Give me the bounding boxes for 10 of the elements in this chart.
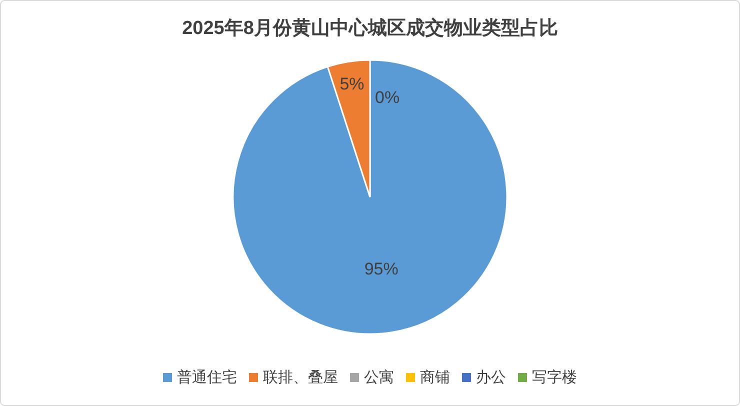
- legend-label: 公寓: [364, 369, 394, 386]
- chart-title: 2025年8月份黄山中心城区成交物业类型占比: [182, 17, 558, 39]
- legend-label: 商铺: [420, 369, 450, 386]
- legend-label: 写字楼: [532, 369, 577, 386]
- data-label: 95%: [364, 260, 398, 279]
- legend-label: 联排、叠屋: [263, 369, 338, 386]
- data-label: 5%: [340, 74, 364, 94]
- legend-label: 办公: [476, 369, 506, 386]
- legend-label: 普通住宅: [177, 369, 237, 386]
- text: 0%: [375, 88, 400, 107]
